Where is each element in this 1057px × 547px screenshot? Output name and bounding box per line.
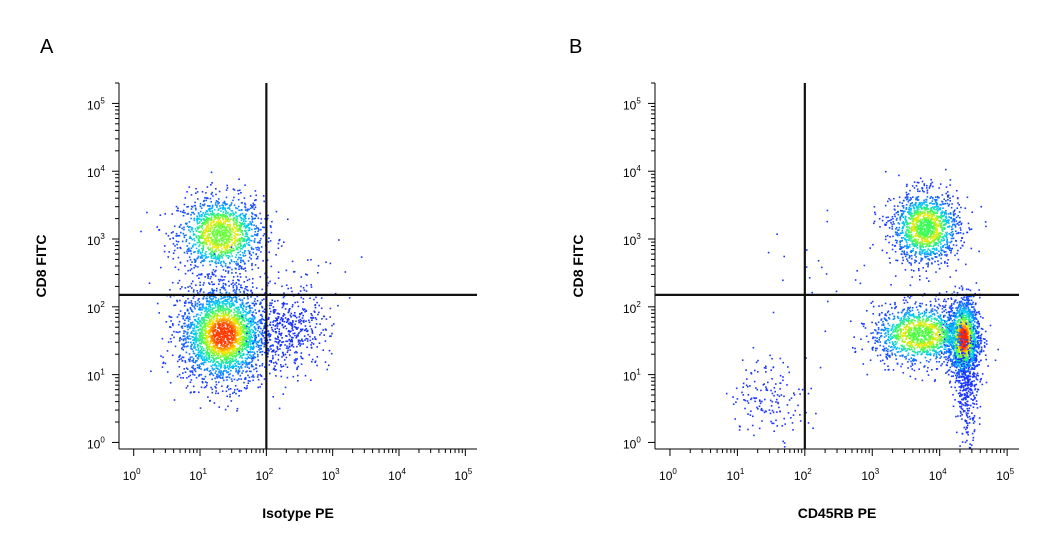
y-tick-label: 103: [623, 232, 641, 248]
x-axis-label: Isotype PE: [262, 505, 334, 521]
event-dots: [140, 171, 363, 412]
y-tick-label: 101: [623, 368, 641, 384]
y-tick-label: 100: [87, 435, 105, 451]
population-5: [767, 209, 897, 351]
y-tick-label: 104: [623, 164, 641, 180]
y-tick-label: 104: [87, 164, 105, 180]
population-1: [148, 246, 319, 412]
population-2: [850, 280, 999, 382]
x-tick-label: 102: [255, 467, 273, 483]
y-tick-label: 105: [623, 96, 641, 112]
x-tick-label: 101: [726, 467, 744, 483]
x-tick-label: 103: [861, 467, 879, 483]
x-tick-label: 103: [322, 467, 340, 483]
population-0: [140, 171, 289, 312]
y-tick-label: 101: [87, 368, 105, 384]
y-tick-label: 105: [87, 96, 105, 112]
population-3: [952, 331, 982, 449]
population-4: [725, 346, 822, 448]
panel-a-label: A: [40, 36, 54, 58]
panel-b-label: B: [569, 36, 583, 58]
x-axis-label: CD45RB PE: [798, 505, 877, 521]
x-tick-label: 104: [388, 467, 406, 483]
x-tick-label: 100: [123, 467, 141, 483]
x-tick-label: 105: [454, 467, 472, 483]
y-tick-label: 100: [623, 435, 641, 451]
panel-b-plot: 100 101 102 103 104 105 100 101 102 103 104 105 CD45…: [570, 82, 1019, 521]
y-tick-label: 102: [87, 300, 105, 316]
panel-a-plot: 100 101 102 103 104 105 100 101 102 103 104 105 Isot…: [33, 82, 477, 521]
event-dots: [725, 168, 999, 449]
x-tick-label: 100: [659, 467, 677, 483]
x-tick-label: 101: [189, 467, 207, 483]
x-tick-label: 102: [794, 467, 812, 483]
y-tick-label: 102: [623, 300, 641, 316]
x-tick-label: 104: [929, 467, 947, 483]
y-tick-label: 103: [87, 232, 105, 248]
y-axis-label: CD8 FITC: [570, 235, 586, 298]
population-0: [872, 168, 987, 281]
y-axis-label: CD8 FITC: [33, 235, 49, 298]
x-tick-label: 105: [996, 467, 1014, 483]
